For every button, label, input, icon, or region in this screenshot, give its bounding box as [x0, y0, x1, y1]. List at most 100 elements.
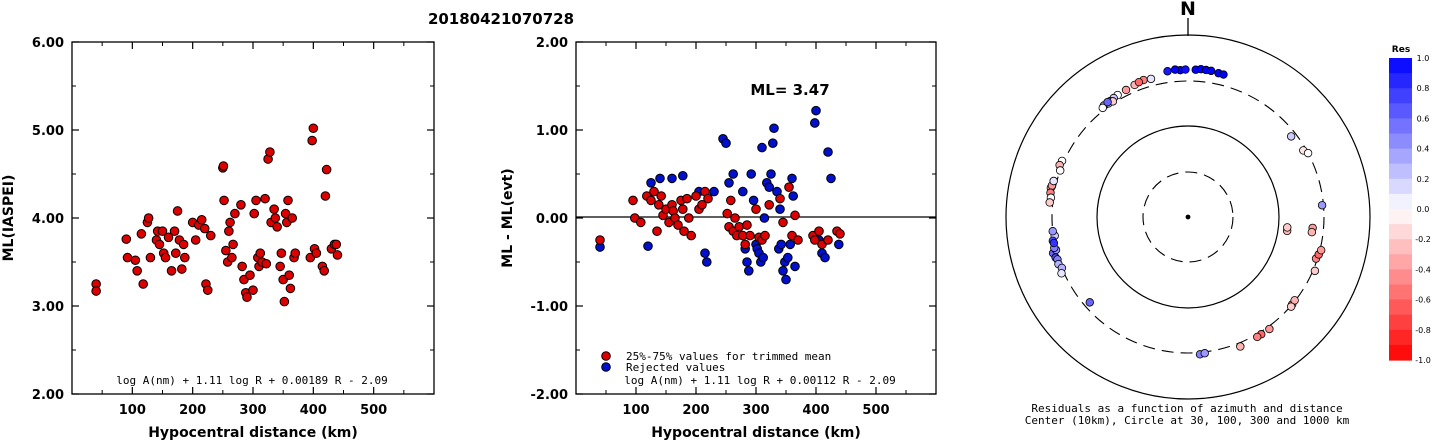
- station-residual-point: [1181, 65, 1190, 74]
- colorbar-cell: [1389, 88, 1412, 104]
- kept-point: [810, 235, 820, 245]
- x-tick-label: 100: [119, 403, 146, 418]
- colorbar-cell: [1389, 314, 1412, 331]
- x-tick-label: 500: [360, 403, 387, 418]
- kept-point: [760, 230, 770, 241]
- rejected-point: [757, 142, 767, 153]
- colorbar-tick-label: 0.6: [1417, 114, 1430, 123]
- rejected-point: [678, 170, 688, 181]
- kept-point: [764, 200, 775, 210]
- data-point: [228, 239, 238, 250]
- colorbar-cell: [1389, 103, 1412, 119]
- data-point: [121, 234, 132, 244]
- kept-point: [775, 193, 785, 204]
- data-point: [196, 214, 207, 225]
- data-point: [202, 285, 213, 295]
- colorbar-cell: [1389, 73, 1412, 89]
- data-point: [163, 232, 174, 243]
- x-ticks: 100 200 300 400 500: [101, 42, 405, 418]
- colorbar-cell: [1389, 284, 1412, 301]
- y-tick-label: 2.00: [536, 36, 568, 51]
- rejected-point: [646, 178, 656, 188]
- data-point: [251, 195, 261, 206]
- x-axis-label: Hypocentral distance (km): [148, 425, 358, 441]
- colorbar-cell: [1389, 269, 1412, 286]
- kept-point: [703, 193, 713, 204]
- data-point: [270, 213, 281, 223]
- data-point: [199, 223, 210, 234]
- data-point: [269, 204, 279, 214]
- rejected-point: [748, 195, 759, 206]
- data-point: [138, 279, 148, 289]
- center-dot: [1185, 214, 1191, 220]
- data-point: [190, 235, 201, 245]
- y-tick-label: 1.00: [536, 124, 568, 139]
- data-point: [218, 161, 229, 171]
- rejected-point: [810, 118, 820, 128]
- y-axis-label: ML - ML(evt): [500, 168, 516, 267]
- station-residual-point: [1206, 66, 1216, 76]
- polar-points: [1045, 64, 1327, 359]
- data-point: [276, 248, 287, 258]
- data-point: [283, 195, 293, 206]
- data-points: [91, 123, 343, 307]
- rejected-point: [700, 248, 710, 258]
- x-tick-label: 300: [742, 403, 769, 418]
- data-point: [236, 200, 246, 210]
- station-residual-point: [1049, 176, 1058, 186]
- circle-300km: [1051, 80, 1325, 354]
- rejected-point: [775, 204, 785, 214]
- x-axis-label: Hypocentral distance (km): [651, 425, 861, 441]
- station-residual-point: [1290, 296, 1299, 305]
- data-point: [261, 258, 272, 269]
- data-point: [319, 266, 329, 276]
- data-point: [122, 252, 133, 263]
- y-tick-label: 4.00: [32, 212, 64, 227]
- rejected-point: [783, 252, 793, 263]
- station-residual-point: [1286, 302, 1296, 311]
- rejected-point: [738, 186, 748, 197]
- station-residual-point: [1286, 132, 1296, 141]
- colorbar: Res 1.0 0.8 0.6 0.4 0.2 0.0 -0.2 -0.4 -0.6 -0.8 -1…: [1389, 45, 1431, 365]
- data-point: [290, 248, 301, 258]
- colorbar-tick-label: -0.4: [1415, 265, 1431, 274]
- station-residual-point: [1134, 77, 1144, 87]
- y-ticks: -2.00 -1.00 0.00 1.00 2.00: [531, 36, 936, 403]
- figure-title: 20180421070728: [428, 10, 574, 28]
- rejected-point: [643, 241, 653, 251]
- data-point: [265, 147, 275, 157]
- colorbar-tick-label: -0.8: [1415, 326, 1431, 335]
- colorbar-cell: [1389, 299, 1412, 316]
- data-point: [170, 248, 181, 258]
- data-point: [284, 270, 295, 281]
- colorbar-cell: [1389, 148, 1412, 165]
- colorbar-tick-label: 0.4: [1417, 145, 1430, 154]
- colorbar-tick-label: 1.0: [1417, 54, 1430, 63]
- colorbar-cell: [1389, 239, 1412, 255]
- colorbar-tick-label: -1.0: [1415, 356, 1431, 365]
- data-point: [132, 266, 142, 276]
- data-point: [91, 286, 101, 296]
- y-tick-label: 5.00: [32, 124, 64, 139]
- kept-point: [784, 182, 794, 192]
- rejected-point: [721, 138, 731, 148]
- data-point: [145, 252, 156, 263]
- rejected-point: [746, 169, 757, 179]
- rejected-point: [744, 266, 754, 276]
- panel-azimuth-residuals: N Residuals as a function of azimuth and…: [1005, 0, 1371, 427]
- data-point: [248, 285, 258, 295]
- data-point: [242, 292, 252, 303]
- data-point: [249, 208, 260, 219]
- colorbar-cell: [1389, 118, 1412, 135]
- legend-marker-kept: [601, 351, 611, 361]
- rejected-point: [764, 182, 775, 192]
- colorbar-tick-label: -0.6: [1415, 296, 1431, 305]
- colorbar-tick-label: 0.2: [1417, 175, 1430, 184]
- rejected-point: [820, 252, 830, 263]
- data-point: [227, 252, 237, 263]
- caption-line-1: Residuals as a function of azimuth and d…: [1031, 402, 1342, 415]
- kept-point: [682, 193, 692, 204]
- data-point: [287, 213, 298, 223]
- station-residual-point: [1146, 74, 1156, 84]
- caption-line-2: Center (10km), Circle at 30, 100, 300 an…: [1025, 414, 1350, 427]
